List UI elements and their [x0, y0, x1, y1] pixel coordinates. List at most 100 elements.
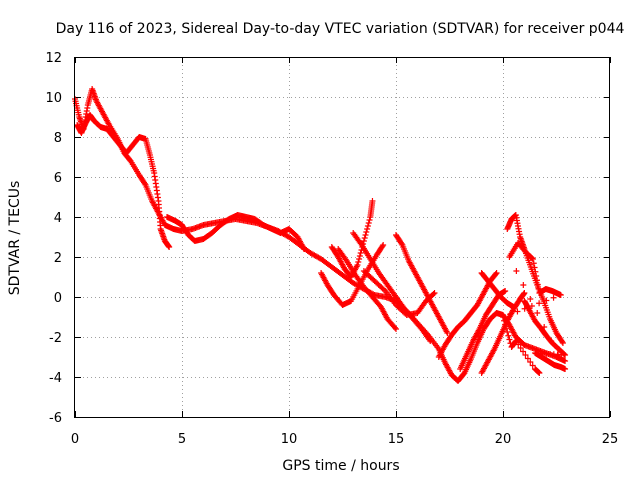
data-point: [502, 288, 509, 294]
y-tick-label: -6: [49, 411, 62, 426]
data-point: [356, 253, 363, 259]
data-point: [529, 256, 536, 262]
series-spike-20h: [504, 212, 566, 346]
data-point: [369, 198, 376, 204]
data-point: [533, 277, 540, 284]
data-point: [354, 262, 361, 268]
data-point: [427, 338, 434, 344]
y-tick-label: 4: [54, 211, 62, 226]
data-point: [507, 311, 514, 318]
data-point: [524, 355, 531, 362]
y-axis-label: SDTVAR / TECUs: [7, 181, 23, 296]
data-point: [536, 370, 543, 376]
y-tick-label: 8: [54, 131, 62, 146]
x-tick-label: 25: [602, 432, 619, 447]
data-point: [365, 220, 372, 226]
data-point: [503, 325, 510, 332]
data-point: [380, 242, 387, 248]
series-late-cluster: [500, 240, 569, 376]
data-point: [357, 250, 364, 256]
data-point: [557, 292, 564, 298]
data-point: [361, 235, 368, 241]
data-points: [72, 86, 569, 384]
series-falling-track-19h: [478, 270, 517, 310]
x-tick-label: 0: [71, 432, 79, 447]
data-point: [393, 326, 399, 332]
data-point: [364, 226, 371, 232]
data-point: [363, 229, 370, 235]
data-point: [517, 345, 524, 351]
data-point: [521, 305, 528, 312]
data-point: [550, 294, 557, 301]
x-tick-label: 15: [388, 432, 405, 447]
data-point: [355, 259, 362, 265]
series-falling-track-1: [335, 246, 399, 332]
data-point: [366, 217, 373, 223]
chart-title: Day 116 of 2023, Sidereal Day-to-day VTE…: [56, 21, 625, 37]
data-point: [532, 268, 539, 275]
data-point: [364, 223, 371, 229]
data-point: [527, 359, 534, 365]
data-point: [520, 348, 527, 355]
data-point: [530, 260, 537, 267]
data-point: [541, 324, 548, 330]
data-point: [562, 358, 569, 364]
data-point: [527, 296, 534, 302]
data-point: [555, 352, 562, 358]
data-point: [531, 264, 538, 271]
data-point: [493, 270, 500, 276]
y-tick-label: 6: [54, 171, 62, 186]
data-point: [529, 362, 536, 369]
data-point: [300, 246, 307, 252]
data-point: [536, 300, 543, 307]
y-tick-label: -4: [49, 371, 62, 386]
data-point: [391, 324, 398, 331]
data-point: [505, 332, 512, 339]
data-point: [513, 268, 520, 274]
data-point: [362, 232, 369, 238]
y-tick-label: 12: [45, 51, 62, 66]
data-point: [444, 330, 451, 336]
data-point: [535, 285, 542, 292]
data-point: [514, 308, 521, 315]
data-point: [506, 336, 513, 343]
data-point: [502, 321, 509, 328]
data-point: [360, 238, 367, 244]
data-point: [512, 338, 519, 344]
series-rising-track-19h: [478, 290, 528, 376]
data-point: [528, 303, 535, 309]
data-point: [492, 271, 499, 277]
x-tick-label: 5: [178, 432, 186, 447]
data-point: [430, 291, 437, 297]
data-point: [500, 314, 506, 320]
data-point: [141, 180, 148, 187]
y-tick-label: 2: [54, 251, 62, 266]
data-point: [402, 310, 409, 317]
plot-frame: [74, 57, 610, 418]
data-point: [529, 255, 536, 262]
data-point: [522, 352, 529, 358]
y-tick-label: 10: [45, 91, 62, 106]
series-falling-track-4: [360, 268, 438, 318]
data-point: [501, 317, 508, 324]
x-tick-label: 20: [495, 432, 512, 447]
data-point: [504, 329, 511, 335]
y-tick-label: 0: [54, 291, 62, 306]
data-point: [398, 240, 405, 247]
series-band-5-to-10: [164, 212, 307, 252]
data-point: [534, 281, 541, 288]
data-point: [380, 286, 387, 293]
data-point: [543, 297, 550, 304]
y-tick-labels: -6 -4 -2 0 2 4 6 8 10 12: [45, 51, 62, 426]
series-falling-track-3: [393, 232, 451, 336]
data-point: [534, 310, 541, 316]
data-point: [431, 290, 438, 296]
x-tick-labels: 0 5 10 15 20 25: [71, 432, 618, 447]
data-point: [520, 282, 527, 288]
x-tick-label: 10: [281, 432, 298, 447]
data-point: [533, 273, 540, 279]
data-point: [559, 338, 566, 345]
data-point: [559, 340, 566, 346]
data-point: [562, 366, 569, 372]
